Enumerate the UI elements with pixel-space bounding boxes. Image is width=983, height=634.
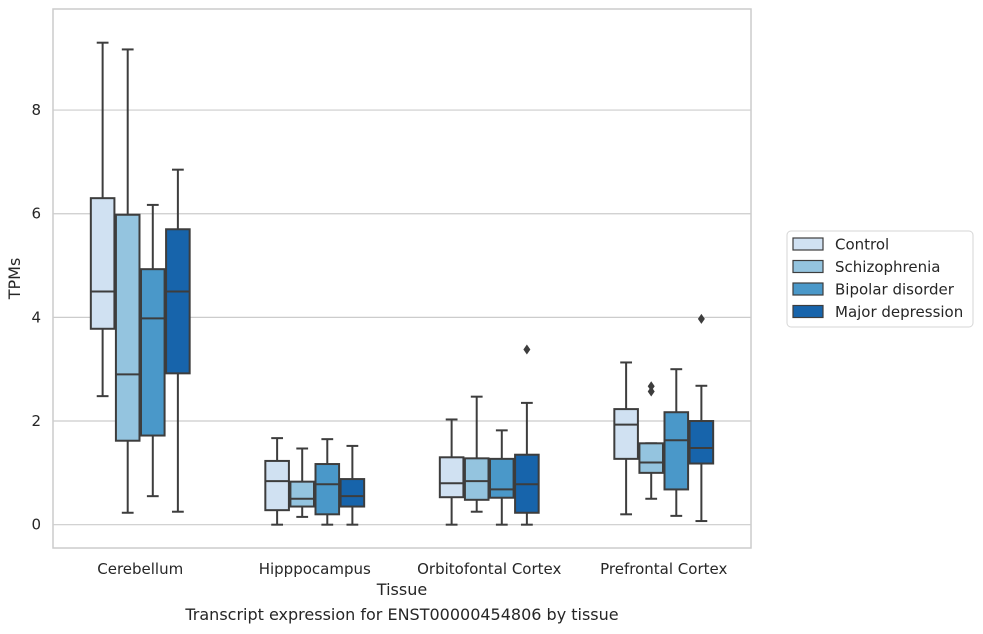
chart-caption: Transcript expression for ENST0000045480… [185,605,619,624]
x-tick-label: Cerebellum [97,560,183,578]
y-axis-label: TPMs [5,258,24,301]
box-iqr [489,457,515,499]
plot-frame [52,8,752,549]
legend-label: Bipolar disorder [835,281,955,299]
x-axis-label: Tissue [376,580,427,599]
legend: Control Schizophrenia Bipolar disorder Majo… [786,230,974,328]
series-schizophrenia [114,48,664,518]
box-iqr [339,478,366,508]
box-iqr [165,228,191,375]
outlier-point [697,313,705,324]
y-tick-label: 2 [31,412,41,430]
legend-label: Schizophrenia [835,258,940,276]
y-tick-label: 6 [31,205,41,223]
legend-swatch [792,259,824,274]
legend-label: Major depression [835,303,963,321]
box [638,381,664,500]
box-iqr [140,268,166,437]
x-tick-label: Orbitofontal Cortex [417,560,561,578]
x-tick-label: Hipppocampus [259,560,371,578]
series-bipolar-disorder [140,203,690,526]
box-iqr [688,420,715,465]
legend-swatch [792,282,824,296]
box-series-layer [89,41,715,526]
box [314,438,341,526]
box [463,395,490,513]
box-iqr [663,411,690,491]
legend-frame [786,230,974,328]
box [140,203,166,498]
box [289,447,315,518]
box [663,368,690,517]
box [688,313,715,523]
box-iqr [114,213,141,442]
box-iqr [89,197,116,330]
box [613,361,639,516]
box [339,444,366,526]
outlier-point [647,386,655,397]
box-iqr [438,456,465,499]
outlier-point [523,344,531,355]
series-control [89,41,639,526]
y-tick-label: 8 [31,101,41,119]
box-iqr [613,408,639,460]
box-iqr [463,457,490,501]
box [114,48,141,514]
box [438,418,465,526]
series-major-depression [165,168,715,526]
box [165,168,191,513]
box [514,344,540,526]
y-tick-label: 0 [31,516,41,534]
box [264,437,290,526]
x-tick-labels: Cerebellum Hipppocampus Orbitofontal Corte… [97,560,727,578]
y-tick-label: 4 [31,308,41,326]
legend-swatch [792,304,824,319]
box-iqr [264,459,290,512]
x-tick-label: Prefrontal Cortex [600,560,727,578]
outlier-point [647,381,655,392]
legend-swatch [792,237,824,251]
box-iqr [289,480,315,508]
box-iqr [638,442,664,474]
box-iqr [314,463,341,516]
box [489,429,515,526]
y-tick-labels: 0 2 4 6 8 [31,101,41,534]
box [89,41,116,398]
legend-label: Control [835,236,889,254]
